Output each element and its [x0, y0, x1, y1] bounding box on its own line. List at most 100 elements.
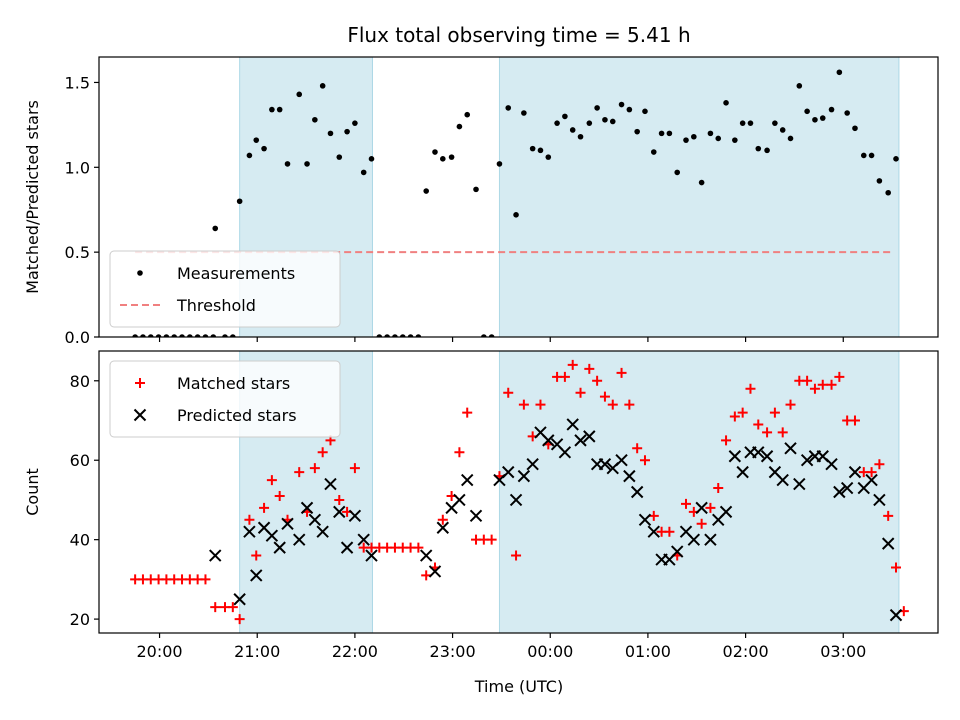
- point-0-0-51: [537, 147, 544, 154]
- point-0-0-28: [352, 120, 358, 126]
- point-1-0-36: [421, 570, 432, 581]
- point-0-0-81: [779, 127, 786, 133]
- legend-label-0-1: Threshold: [176, 296, 256, 315]
- point-0-0-5: [171, 334, 178, 337]
- point-1-0-22: [309, 463, 320, 474]
- point-0-0-30: [368, 156, 375, 162]
- point-0-0-64: [642, 108, 648, 115]
- point-0-0-38: [432, 149, 438, 155]
- point-1-1-41: [623, 469, 636, 483]
- point-1-0-76: [745, 383, 756, 394]
- legend-swatch-1-0: [135, 378, 145, 388]
- point-1-1-20: [436, 521, 450, 534]
- point-1-0-68: [681, 498, 692, 509]
- point-1-1-18: [419, 549, 433, 562]
- x-tick-label-4: 00:00: [527, 642, 573, 661]
- point-0-0-93: [876, 178, 883, 184]
- point-1-1-55: [736, 465, 749, 479]
- point-1-1-8: [293, 533, 306, 546]
- y-tick-label-0-1: 0.5: [65, 243, 90, 262]
- point-0-0-50: [529, 145, 536, 152]
- point-0-0-68: [674, 169, 681, 176]
- point-0-0-54: [562, 113, 568, 120]
- point-1-0-77: [753, 419, 764, 430]
- point-0-0-42: [464, 111, 471, 118]
- point-0-0-82: [787, 135, 794, 142]
- point-0-0-63: [634, 128, 640, 135]
- point-1-0-40: [454, 447, 465, 458]
- point-1-0-25: [334, 494, 345, 505]
- point-0-0-13: [230, 334, 236, 337]
- point-0-0-12: [222, 334, 228, 337]
- point-0-0-11: [212, 225, 219, 232]
- point-1-0-60: [616, 367, 627, 378]
- point-0-0-57: [586, 120, 593, 126]
- point-0-0-91: [860, 152, 867, 159]
- point-1-0-75: [737, 407, 748, 418]
- legend-label-1-1: Predicted stars: [177, 406, 297, 425]
- point-0-0-80: [772, 120, 778, 126]
- point-0-0-87: [828, 106, 835, 113]
- point-0-0-0: [132, 334, 138, 337]
- point-0-0-44: [481, 334, 487, 337]
- y-tick-label-1-1: 40: [70, 531, 90, 550]
- point-0-0-84: [804, 108, 810, 115]
- point-1-0-81: [785, 399, 796, 410]
- y-tick-label-1-2: 60: [70, 451, 90, 470]
- point-0-0-66: [658, 130, 665, 137]
- point-0-0-62: [626, 106, 633, 113]
- point-1-0-56: [584, 363, 595, 374]
- point-1-0-64: [648, 510, 659, 521]
- point-1-1-35: [574, 434, 587, 447]
- point-0-0-7: [187, 334, 193, 337]
- point-0-0-72: [707, 130, 714, 137]
- point-1-0-66: [664, 526, 675, 537]
- point-1-0-27: [349, 463, 360, 474]
- point-1-1-6: [273, 541, 286, 554]
- point-0-0-34: [399, 334, 406, 337]
- point-1-0-18: [274, 490, 285, 501]
- point-0-0-32: [384, 334, 390, 337]
- point-0-0-15: [246, 152, 253, 159]
- point-1-1-69: [848, 465, 862, 479]
- point-0-0-77: [747, 120, 754, 126]
- point-1-0-16: [259, 502, 270, 513]
- point-1-1-33: [558, 446, 572, 459]
- point-1-0-46: [503, 387, 514, 398]
- point-0-0-25: [327, 130, 334, 137]
- legend-1: Matched stars Predicted stars: [109, 360, 341, 438]
- point-1-1-28: [517, 469, 531, 483]
- point-0-0-61: [618, 101, 625, 108]
- point-1-0-9: [200, 574, 211, 585]
- point-1-1-16: [357, 533, 370, 546]
- point-1-1-71: [865, 473, 878, 487]
- point-1-0-84: [809, 383, 820, 394]
- point-0-0-60: [609, 118, 616, 125]
- point-1-0-14: [244, 514, 255, 525]
- point-1-0-53: [559, 371, 570, 382]
- point-1-0-23: [317, 447, 328, 458]
- point-1-0-17: [266, 475, 277, 486]
- point-1-1-42: [630, 485, 644, 499]
- point-0-0-47: [505, 105, 512, 111]
- point-1-1-58: [760, 450, 774, 463]
- point-1-0-63: [639, 455, 650, 466]
- point-0-0-45: [488, 334, 495, 337]
- point-1-0-48: [518, 399, 529, 410]
- count-panel: 20:00 21:00 22:00 23:00 00:00 01:00 02:00 03:00…: [23, 350, 939, 661]
- point-0-0-10: [210, 334, 217, 337]
- point-1-1-68: [840, 481, 854, 495]
- point-1-0-61: [624, 399, 635, 410]
- axes-frame-0: [98, 56, 939, 338]
- point-1-1-34: [566, 418, 579, 431]
- point-1-0-47: [511, 550, 522, 561]
- point-0-0-48: [513, 212, 519, 218]
- point-1-0-57: [592, 375, 603, 386]
- point-1-0-83: [802, 375, 813, 386]
- point-0-0-21: [296, 91, 303, 98]
- point-1-1-29: [526, 457, 539, 471]
- point-1-1-63: [800, 454, 814, 467]
- point-1-1-19: [428, 565, 442, 578]
- point-0-0-39: [440, 156, 446, 162]
